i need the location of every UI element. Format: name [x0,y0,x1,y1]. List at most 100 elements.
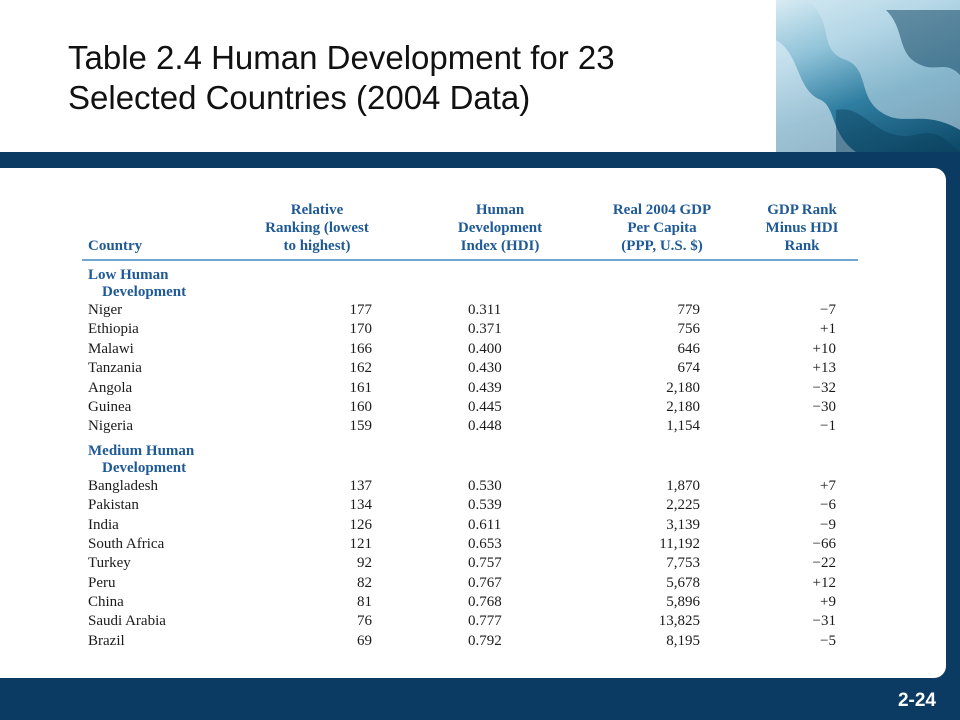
table-row: Tanzania 162 0.430 674 +13 [82,359,858,378]
hdi-table: Country Relative Ranking (lowest to high… [82,193,858,651]
cell-country: Brazil [88,632,125,649]
cell-country: China [88,594,124,611]
cell-hdi: 0.400 [468,340,502,357]
table-row: Guinea 160 0.445 2,180 −30 [82,398,858,417]
header-diff: GDP Rank Minus HDI Rank [765,202,839,254]
table-row: Malawi 166 0.400 646 +10 [82,340,858,359]
cell-gdp: 13,825 [658,613,700,630]
header-gdp: Real 2004 GDP Per Capita (PPP, U.S. $) [612,202,712,254]
slide-title-line-2: Selected Countries (2004 Data) [68,79,531,116]
cell-diff: −31 [812,613,836,630]
cell-country: Nigeria [88,418,133,435]
cell-hdi: 0.445 [468,398,502,415]
content-panel [0,168,946,678]
corner-globe-image [776,0,960,152]
cell-rank: 76 [357,613,372,630]
cell-rank: 160 [349,398,373,415]
cell-diff: −6 [820,497,836,514]
group-label: Low Human Development [88,267,187,300]
table-row: Niger 177 0.311 779 −7 [82,301,858,320]
cell-gdp: 5,678 [666,574,700,591]
cell-gdp: 2,180 [666,379,700,396]
cell-hdi: 0.653 [468,535,502,552]
cell-gdp: 674 [677,360,701,377]
cell-gdp: 756 [677,321,701,338]
cell-gdp: 8,195 [666,632,700,649]
cell-hdi: 0.777 [468,613,502,630]
globe-map-icon [776,0,960,152]
header-rank: Relative Ranking (lowest to highest) [265,202,369,254]
table-header: Country Relative Ranking (lowest to high… [82,193,858,261]
cell-hdi: 0.439 [468,379,502,396]
cell-hdi: 0.768 [468,594,502,611]
cell-rank: 177 [349,302,373,318]
cell-country: Malawi [88,340,134,357]
cell-country: Peru [88,574,116,591]
cell-hdi: 0.757 [468,555,502,572]
cell-rank: 159 [349,418,373,435]
cell-diff: −66 [812,535,836,552]
table-row: Angola 161 0.439 2,180 −32 [82,379,858,398]
table-row: Nigeria 159 0.448 1,154 −1 [82,417,858,436]
group-label: Medium Human Development [88,442,195,476]
cell-hdi: 0.530 [468,477,502,494]
table-row: Pakistan 134 0.539 2,225 −6 [82,496,858,515]
table-row: Brazil 69 0.792 8,195 −5 [82,632,858,651]
cell-gdp: 2,225 [666,497,700,514]
cell-country: Guinea [88,398,132,415]
cell-rank: 81 [357,594,372,611]
table-body: Low Human Development Niger 177 0.311 779 −7 Et… [82,267,858,651]
cell-country: India [88,516,119,533]
cell-diff: +9 [820,594,836,611]
cell-rank: 134 [349,497,373,514]
cell-country: Tanzania [88,360,142,377]
cell-hdi: 0.767 [468,574,502,591]
cell-country: Niger [88,302,123,318]
slide-number: 2-24 [897,690,936,711]
cell-gdp: 3,139 [666,516,700,533]
slide-title-line-1: Table 2.4 Human Development for 23 [68,39,615,76]
cell-diff: +7 [820,477,836,494]
table-row: Ethiopia 170 0.371 756 +1 [82,320,858,339]
table-row: India 126 0.611 3,139 −9 [82,516,858,535]
cell-country: Saudi Arabia [88,613,166,630]
cell-hdi: 0.539 [468,497,502,514]
cell-diff: +12 [812,574,836,591]
cell-gdp: 2,180 [666,398,700,415]
cell-gdp: 5,896 [666,594,700,611]
cell-diff: −22 [812,555,836,572]
table-row: Bangladesh 137 0.530 1,870 +7 [82,477,858,496]
cell-country: Pakistan [88,497,139,514]
cell-gdp: 779 [677,302,701,318]
cell-rank: 161 [349,379,373,396]
cell-gdp: 1,870 [666,477,700,494]
cell-diff: −30 [812,398,836,415]
cell-diff: +13 [812,360,836,377]
cell-diff: +10 [812,340,836,357]
header-country: Country [88,238,143,254]
cell-diff: −1 [820,418,836,435]
table-row: China 81 0.768 5,896 +9 [82,593,858,612]
cell-rank: 121 [349,535,373,552]
cell-gdp: 7,753 [666,555,700,572]
table-row: South Africa 121 0.653 11,192 −66 [82,535,858,554]
header-hdi: Human Development Index (HDI) [457,202,543,254]
cell-rank: 126 [349,516,373,533]
cell-hdi: 0.430 [468,360,502,377]
cell-country: Turkey [88,555,131,572]
cell-hdi: 0.792 [468,632,502,649]
cell-rank: 92 [357,555,372,572]
cell-diff: −32 [812,379,836,396]
slide-title: Table 2.4 Human Development for 23 Selec… [68,38,748,118]
cell-diff: −5 [820,632,836,649]
cell-hdi: 0.371 [468,321,502,338]
table-row: Turkey 92 0.757 7,753 −22 [82,554,858,573]
cell-rank: 137 [349,477,373,494]
cell-country: Bangladesh [88,477,158,494]
cell-rank: 170 [349,321,373,338]
cell-gdp: 646 [677,340,701,357]
cell-diff: −7 [820,302,836,318]
cell-diff: −9 [820,516,836,533]
cell-diff: +1 [820,321,836,338]
cell-gdp: 11,192 [659,535,700,552]
